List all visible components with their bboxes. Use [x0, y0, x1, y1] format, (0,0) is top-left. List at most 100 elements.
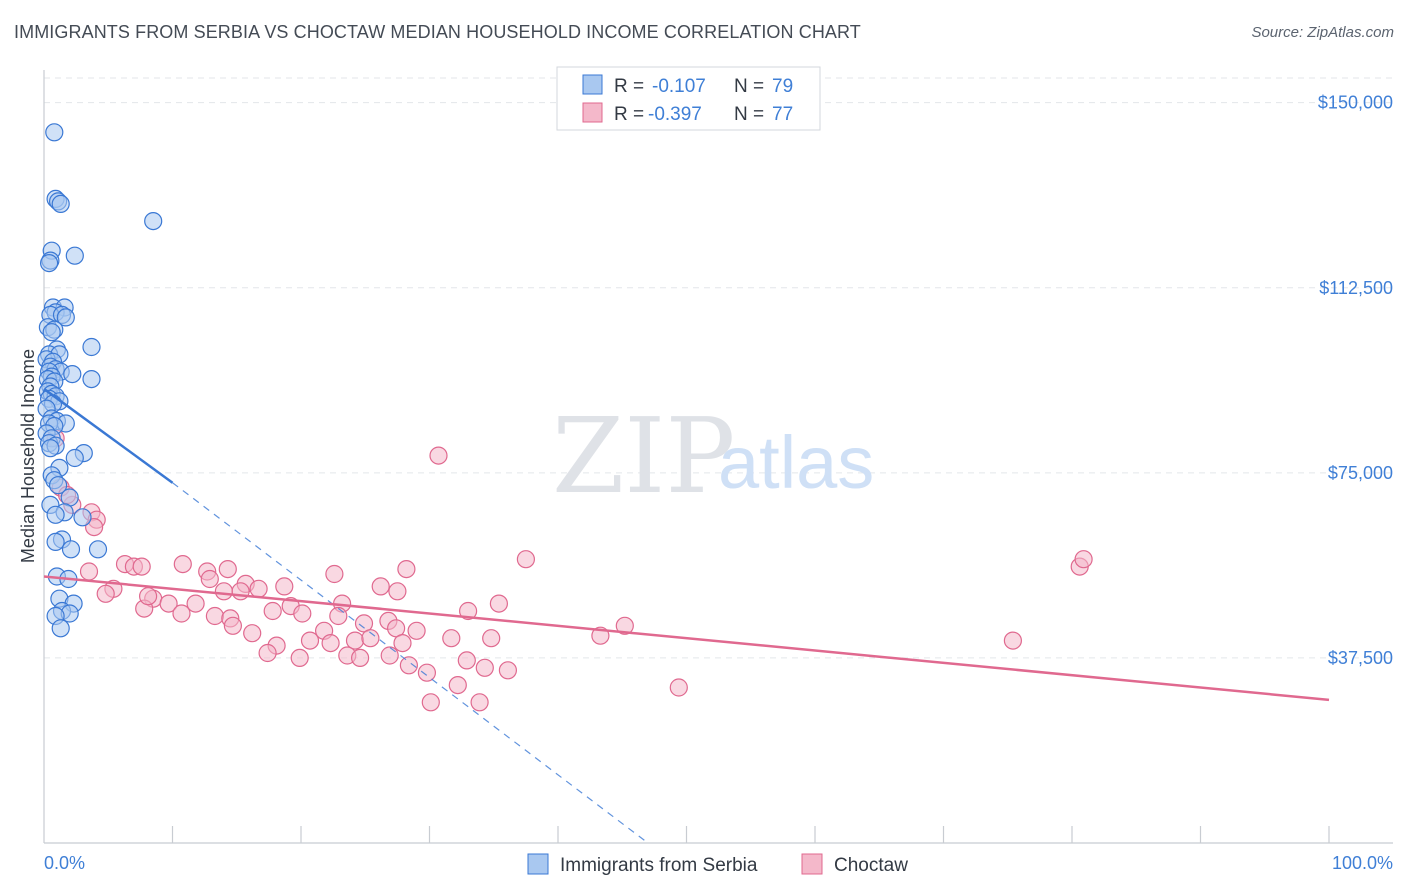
- data-point-serbia: [73, 508, 92, 527]
- data-point-choctaw: [345, 631, 365, 650]
- data-point-choctaw: [84, 517, 104, 537]
- data-point-serbia: [56, 308, 75, 327]
- y-axis-label: Median Household Income: [18, 349, 38, 563]
- data-point-choctaw: [429, 446, 448, 465]
- data-point-choctaw: [263, 601, 282, 621]
- data-point-serbia: [41, 439, 60, 458]
- correlation-legend: R = -0.107 N = 79 R = -0.397 N = 77: [556, 66, 821, 131]
- data-point-choctaw: [615, 616, 634, 635]
- data-point-choctaw: [79, 562, 99, 581]
- data-point-choctaw: [351, 648, 370, 668]
- data-point-serbia: [144, 212, 163, 231]
- y-tick-label: $150,000: [1318, 93, 1393, 113]
- chart-title: IMMIGRANTS FROM SERBIA VS CHOCTAW MEDIAN…: [14, 22, 861, 42]
- data-point-serbia: [48, 476, 68, 495]
- data-point-choctaw: [200, 569, 219, 589]
- data-point-serbia: [51, 194, 70, 213]
- legend-n-value-2: 77: [772, 104, 793, 125]
- data-point-serbia: [51, 619, 70, 638]
- legend-bottom-label-choctaw: Choctaw: [834, 855, 908, 876]
- legend-bottom-label-serbia: Immigrants from Serbia: [560, 855, 758, 876]
- data-point-choctaw: [159, 594, 178, 613]
- data-point-choctaw: [475, 658, 494, 677]
- legend-bottom-swatch-serbia: [527, 853, 549, 875]
- data-point-choctaw: [457, 651, 476, 670]
- legend-swatch-choctaw: [582, 102, 603, 123]
- data-point-choctaw: [380, 646, 399, 665]
- trend-lines: [43, 387, 1330, 844]
- data-point-choctaw: [186, 594, 205, 613]
- trend-line-serbia-extrapolated: [172, 482, 649, 844]
- data-point-choctaw: [489, 594, 508, 613]
- data-point-serbia: [46, 532, 65, 552]
- data-point-choctaw: [397, 559, 416, 579]
- y-tick-label: $75,000: [1328, 463, 1393, 483]
- data-point-choctaw: [388, 582, 407, 601]
- data-point-choctaw: [371, 577, 390, 596]
- watermark-zip: ZIP: [552, 395, 735, 517]
- legend-r-value-2: -0.397: [648, 104, 702, 125]
- data-point-choctaw: [516, 550, 536, 569]
- data-point-choctaw: [407, 621, 426, 640]
- data-point-choctaw: [218, 559, 237, 579]
- data-point-serbia: [88, 540, 108, 559]
- legend-swatch-serbia: [582, 74, 603, 95]
- data-point-choctaw: [325, 564, 344, 584]
- source-label: Source: ZipAtlas.com: [1251, 24, 1394, 41]
- data-point-choctaw: [139, 587, 158, 606]
- data-point-choctaw: [223, 616, 242, 635]
- y-axis-tick-labels: $37,500 $75,000 $112,500 $150,000: [1318, 93, 1393, 668]
- legend-n-label-2: N =: [734, 104, 764, 125]
- data-point-choctaw: [498, 661, 517, 680]
- data-point-serbia: [46, 505, 65, 524]
- series-legend: Immigrants from Serbia Choctaw: [527, 853, 908, 876]
- data-point-choctaw: [1074, 550, 1093, 569]
- data-point-serbia: [61, 540, 81, 559]
- data-point-choctaw: [421, 693, 440, 712]
- data-point-serbia: [42, 323, 61, 342]
- data-point-choctaw: [393, 633, 412, 653]
- data-point-choctaw: [442, 629, 461, 648]
- data-point-choctaw: [321, 633, 340, 653]
- data-point-choctaw: [669, 678, 688, 697]
- data-point-choctaw: [214, 582, 233, 601]
- y-tick-label: $112,500: [1319, 278, 1393, 298]
- data-point-choctaw: [459, 601, 478, 621]
- data-point-choctaw: [290, 648, 309, 668]
- watermark-atlas: atlas: [718, 421, 874, 504]
- data-point-choctaw: [258, 643, 277, 663]
- data-point-serbia: [63, 365, 82, 384]
- data-point-choctaw: [300, 631, 320, 650]
- y-tick-label: $37,500: [1328, 648, 1393, 668]
- data-point-choctaw: [482, 629, 501, 648]
- legend-bottom-swatch-choctaw: [801, 853, 823, 875]
- data-point-choctaw: [399, 656, 418, 675]
- data-point-choctaw: [172, 604, 191, 623]
- data-point-choctaw: [231, 582, 250, 601]
- data-point-choctaw: [249, 579, 268, 598]
- data-point-choctaw: [417, 663, 436, 682]
- legend-r-label-1: R =: [614, 76, 644, 97]
- data-point-choctaw: [329, 606, 348, 626]
- grid-lines: [44, 77, 1393, 659]
- data-point-choctaw: [243, 624, 262, 643]
- x-tick-label-min: 0.0%: [44, 853, 85, 873]
- legend-r-label-2: R =: [614, 104, 644, 125]
- data-point-choctaw: [293, 604, 312, 623]
- x-tick-label-max: 100.0%: [1332, 853, 1393, 873]
- data-point-choctaw: [470, 693, 489, 712]
- data-point-choctaw: [275, 577, 294, 596]
- data-point-choctaw: [205, 606, 224, 626]
- series-choctaw: [46, 429, 1093, 712]
- data-point-choctaw: [96, 584, 115, 603]
- legend-n-value-1: 79: [772, 76, 793, 97]
- trend-line-choctaw: [43, 575, 1330, 702]
- trend-line-serbia: [43, 387, 174, 484]
- data-point-choctaw: [173, 554, 192, 574]
- data-point-choctaw: [448, 675, 467, 695]
- data-point-serbia: [82, 337, 101, 357]
- legend-n-label-1: N =: [734, 76, 764, 97]
- data-point-serbia: [45, 123, 64, 142]
- data-point-serbia: [82, 370, 101, 389]
